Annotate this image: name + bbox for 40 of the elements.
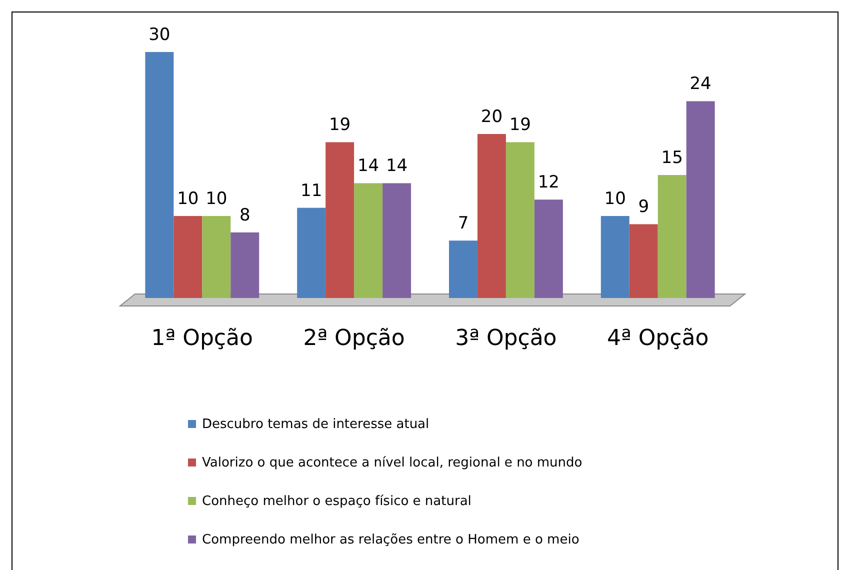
bar [658,175,686,298]
bar [448,240,478,298]
data-label: 10 [206,189,228,209]
data-label: 15 [661,148,683,168]
bar [202,216,231,298]
bar [382,183,412,298]
bar [600,216,630,298]
x-tick-label: 4ª Opção [607,326,709,351]
data-label: 14 [386,156,408,176]
bar [506,142,534,298]
legend-label: Valorizo o que acontece a nível local, regional e no mundo [202,456,582,470]
bar [477,134,506,298]
data-label: 9 [638,197,650,218]
data-label: 11 [300,180,322,201]
data-label: 8 [239,205,250,226]
bar [354,183,383,298]
data-label: 12 [538,172,560,193]
bar [534,200,563,298]
legend-label: Conheço melhor o espaço físico e natural [202,494,472,509]
x-tick-label: 3ª Opção [455,326,557,351]
data-label: 19 [509,115,532,136]
x-tick-label: 2ª Opção [303,326,405,351]
bar [230,232,260,298]
data-label: 20 [480,107,503,127]
data-label: 24 [690,74,712,94]
bar [174,216,202,298]
bar [686,101,715,298]
bar [145,52,174,298]
data-label: 19 [328,115,351,136]
data-label: 7 [458,214,469,234]
bar [297,208,326,298]
legend-label: Compreendo melhor as relações entre o Homem e o meio [202,532,580,548]
x-tick-label: 1ª Opção [151,326,253,351]
bar [629,224,658,298]
data-label: 14 [357,156,380,176]
legend-label: Descubro temas de interesse atual [202,417,430,432]
data-label: 30 [148,25,170,45]
data-label: 10 [604,189,626,209]
bar [326,142,354,298]
data-label: 10 [177,189,199,209]
